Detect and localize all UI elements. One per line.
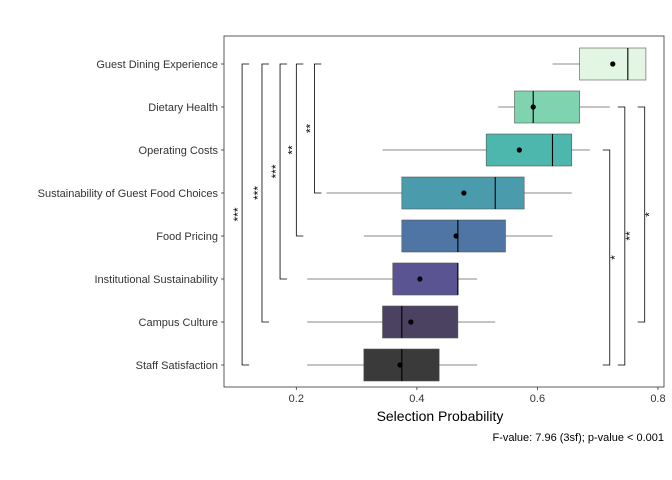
bracket-line	[617, 106, 626, 366]
y-tick-label: Institutional Sustainability	[94, 274, 218, 286]
box	[514, 90, 580, 124]
x-axis: 0.2 0.4 0.6 0.8	[289, 387, 666, 405]
significance-bracket: *	[602, 149, 622, 366]
significance-bracket: **	[285, 63, 304, 237]
mean-point	[453, 233, 459, 239]
significance-bracket: **	[617, 106, 637, 366]
bracket-line	[241, 63, 250, 366]
significance-label: **	[303, 124, 317, 134]
significance-label: ***	[231, 207, 245, 221]
significance-label: ***	[269, 164, 283, 178]
box-group	[326, 176, 572, 210]
significance-label: **	[285, 145, 299, 155]
mean-point	[417, 276, 423, 282]
y-tick-label: Food Pricing	[156, 231, 218, 243]
significance-label: ***	[251, 186, 265, 200]
bracket-line	[279, 63, 288, 280]
significance-label: *	[643, 212, 657, 217]
mean-point	[610, 61, 616, 67]
y-tick-label: Guest Dining Experience	[96, 59, 218, 71]
y-tick-label: Sustainability of Guest Food Choices	[38, 188, 219, 200]
box-group	[307, 262, 478, 296]
significance-bracket: **	[303, 63, 322, 194]
significance-label: **	[623, 231, 637, 241]
chart-caption: F-value: 7.96 (3sf); p-value < 0.001	[492, 432, 664, 444]
mean-point	[516, 147, 522, 153]
box	[485, 133, 573, 167]
box-group	[307, 348, 478, 382]
box-group	[498, 90, 610, 124]
box-group	[552, 47, 647, 81]
bracket-line	[295, 63, 304, 237]
y-tick-label: Staff Satisfaction	[136, 360, 218, 372]
y-tick-label: Dietary Health	[148, 102, 218, 114]
bracket-line	[637, 106, 646, 323]
box	[382, 305, 459, 339]
significance-bracket: *	[637, 106, 657, 323]
box-group	[382, 133, 590, 167]
box-group	[307, 305, 496, 339]
mean-point	[530, 104, 536, 110]
y-tick-label: Operating Costs	[139, 145, 219, 157]
x-tick-label: 0.2	[289, 393, 304, 405]
bracket-line	[314, 63, 322, 194]
bracket-line	[261, 63, 269, 323]
panel-border	[223, 35, 665, 388]
significance-bracket: ***	[231, 63, 250, 366]
mean-point	[397, 362, 403, 368]
bracket-line	[602, 149, 611, 366]
significance-bracket: ***	[251, 63, 269, 323]
mean-point	[408, 319, 414, 325]
mean-point	[461, 190, 467, 196]
y-tick-label: Campus Culture	[139, 317, 218, 329]
box-group	[363, 219, 553, 253]
x-tick-label: 0.6	[530, 393, 545, 405]
y-axis: Guest Dining Experience Dietary Health Ope…	[38, 59, 224, 372]
x-tick-label: 0.4	[409, 393, 424, 405]
boxes-layer	[307, 47, 647, 382]
significance-bracket: ***	[269, 63, 288, 280]
significance-label: *	[608, 255, 622, 260]
x-axis-title: Selection Probability	[377, 408, 504, 424]
x-tick-label: 0.8	[650, 393, 665, 405]
significance-brackets: *****************	[231, 63, 657, 366]
box	[392, 262, 459, 296]
